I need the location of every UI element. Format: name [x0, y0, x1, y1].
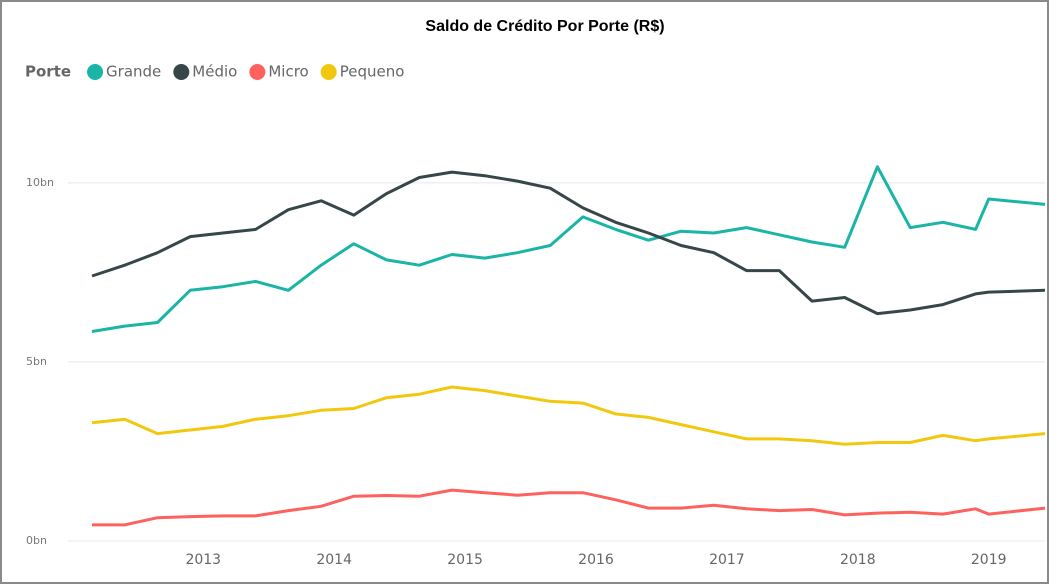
legend-marker — [320, 64, 337, 80]
x-tick-label: 2016 — [578, 552, 614, 568]
chart-title: Saldo de Crédito Por Porte (R$) — [425, 18, 664, 35]
x-tick-label: 2017 — [709, 552, 745, 568]
legend-marker — [173, 64, 190, 80]
legend-marker — [249, 64, 266, 80]
y-tick-label: 10bn — [26, 176, 54, 189]
x-tick-label: 2018 — [840, 552, 876, 568]
legend-title: Porte — [25, 63, 71, 81]
legend-label: Grande — [106, 63, 161, 81]
legend-label: Médio — [192, 63, 237, 81]
legend-label: Micro — [268, 63, 308, 81]
line-series — [91, 385, 1046, 446]
x-tick-label: 2013 — [185, 552, 221, 568]
x-tick-label: 2019 — [971, 552, 1007, 568]
x-tick-label: 2014 — [316, 552, 352, 568]
y-tick-label: 5bn — [26, 355, 47, 368]
x-tick-label: 2015 — [447, 552, 483, 568]
legend-label: Pequeno — [340, 63, 405, 81]
line-series — [91, 165, 1046, 333]
line-series — [92, 488, 1046, 527]
legend-marker — [87, 64, 104, 80]
line-series — [91, 170, 1046, 316]
y-tick-label: 0bn — [26, 534, 47, 547]
